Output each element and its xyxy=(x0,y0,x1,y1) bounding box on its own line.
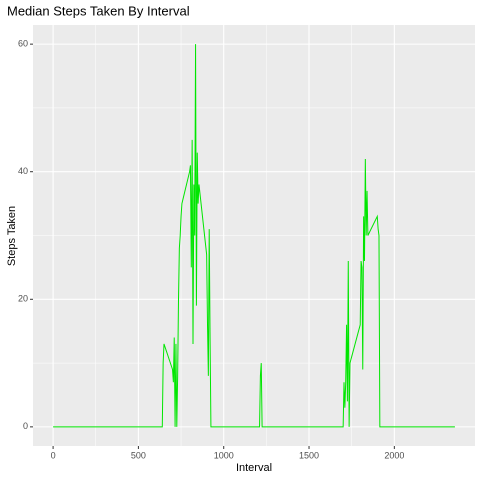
y-tick-label: 0 xyxy=(23,421,28,431)
data-line xyxy=(53,44,455,428)
y-tick-label: 20 xyxy=(18,294,28,304)
x-axis-title: Interval xyxy=(236,462,272,474)
x-tick-label: 500 xyxy=(131,450,146,460)
y-tick-label: 60 xyxy=(18,39,28,49)
y-axis-title: Steps Taken xyxy=(6,206,18,266)
x-tick-label: 0 xyxy=(51,450,56,460)
x-tick-label: 1000 xyxy=(214,450,234,460)
x-tick-label: 1500 xyxy=(299,450,319,460)
y-tick-label: 40 xyxy=(18,166,28,176)
x-tick-label: 2000 xyxy=(384,450,404,460)
chart-title: Median Steps Taken By Interval xyxy=(7,3,190,18)
